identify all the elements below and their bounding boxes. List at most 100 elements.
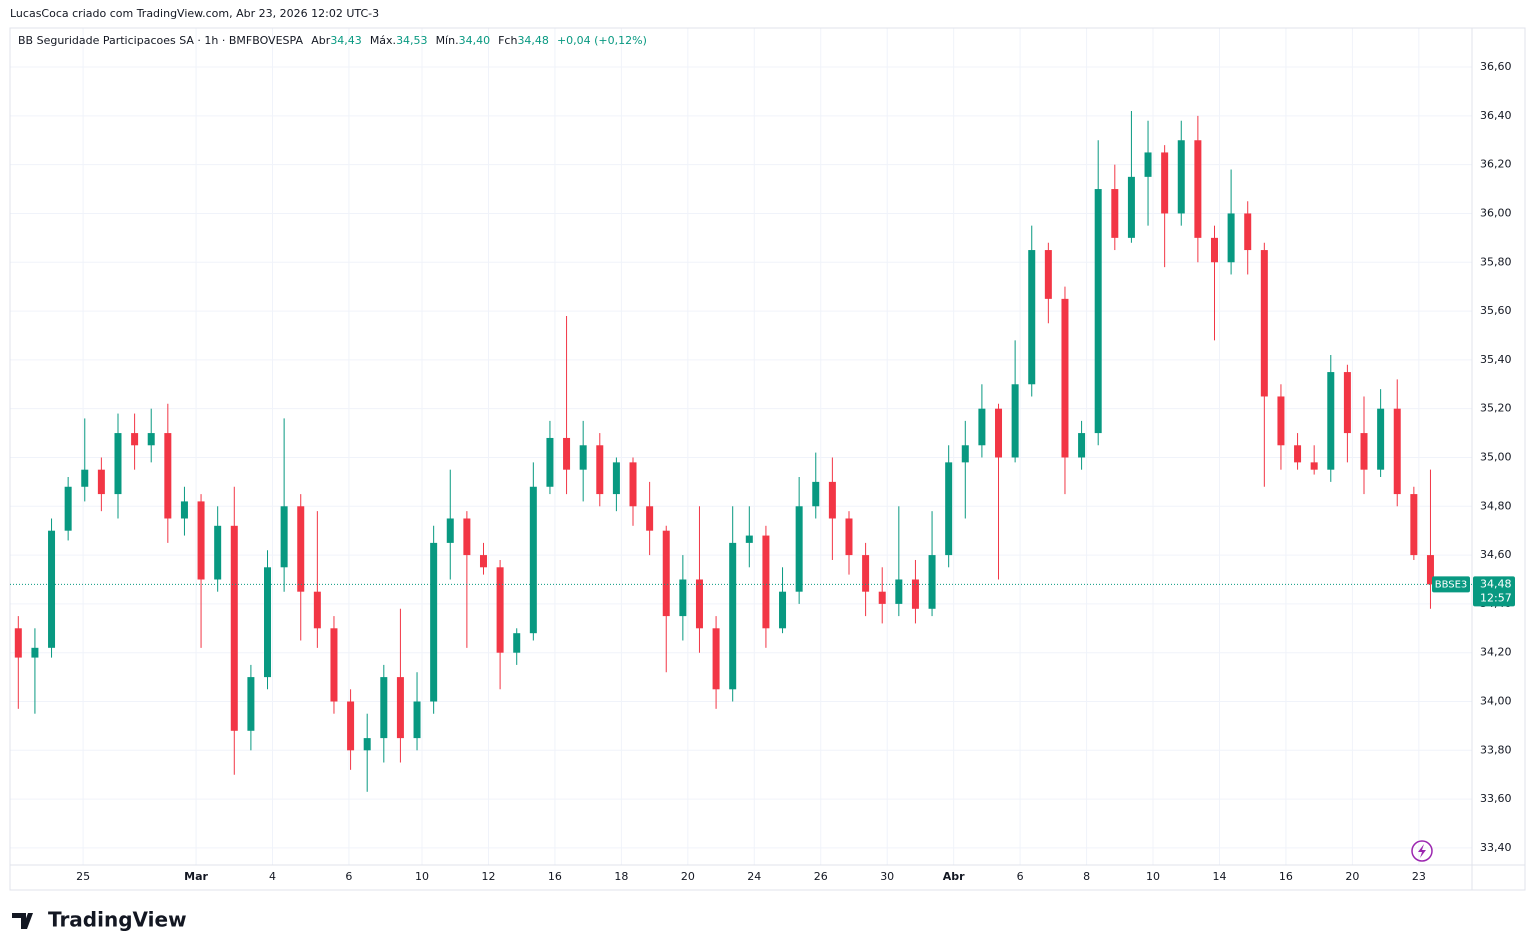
close-label: Fch [498,34,517,47]
candle-body [1377,408,1385,470]
candle-body [197,501,205,580]
candle-body [1161,152,1169,214]
candle-body [612,462,620,495]
candle-body [1061,298,1069,458]
candle-body [579,445,587,470]
candle-body [14,628,22,658]
low-label: Mín. [436,34,459,47]
y-tick-label: 34,60 [1480,548,1512,561]
open: 34,43 [330,34,362,47]
candle-body [164,433,172,519]
candle-body [911,579,919,609]
x-tick-label: Abr [943,870,965,883]
candle-body [147,433,155,446]
candle-body [779,591,787,629]
candle-body [330,628,338,702]
y-tick-label: 33,60 [1480,792,1512,805]
candle-body [1044,250,1052,299]
x-tick-label: 18 [614,870,628,883]
candle-body [264,567,272,678]
candle-body [646,506,654,531]
high: 34,53 [396,34,428,47]
low: 34,40 [459,34,491,47]
candle-body [1094,189,1102,434]
candle-body [712,628,720,690]
y-tick-label: 33,80 [1480,743,1512,756]
candle-body [1343,372,1351,434]
logo: TradingView [12,908,187,932]
candle-body [1244,213,1252,251]
y-tick-label: 35,80 [1480,255,1512,268]
price-badge [1473,576,1515,607]
candle-body [1028,250,1036,385]
candle-body [629,462,637,507]
credit: LucasCoca criado com TradingView.com, Ab… [10,7,379,20]
candle-body [1210,237,1218,263]
candle-body [48,530,56,648]
x-tick-label: 26 [814,870,828,883]
candle-body [1327,372,1335,470]
x-tick-label: 12 [481,870,495,883]
y-tick-label: 36,60 [1480,60,1512,73]
candle-body [1360,433,1368,470]
lightning-icon[interactable] [1411,840,1433,862]
x-tick-label: 4 [269,870,276,883]
candle-body [729,542,737,690]
candle-body [1177,140,1185,214]
candle-body [945,462,953,556]
candle-body [31,647,39,658]
candle-body [928,555,936,609]
y-tick-label: 35,40 [1480,353,1512,366]
candle-body [81,469,89,487]
candle-body [679,579,687,617]
candle-body [596,445,604,495]
candle-body [347,701,355,751]
candle-body [845,518,853,556]
open-label: Abr [311,34,331,47]
candle-body [1277,396,1285,446]
candle-body [795,506,803,592]
y-tick-label: 36,00 [1480,206,1512,219]
candle-body [396,677,404,739]
candle-body [297,506,305,592]
grid [10,28,1472,865]
candle-body [214,525,222,580]
candle-body [1393,408,1401,495]
x-tick-label: 24 [747,870,761,883]
legend-text: BB Seguridade Participacoes SA · 1h · BM… [18,34,647,47]
ticker: BBSE3 [1435,579,1468,590]
y-tick-label: 35,60 [1480,304,1512,317]
x-tick-label: 14 [1212,870,1226,883]
price-label: 34,48 [1480,577,1512,590]
candle-body [812,481,820,507]
candle-body [280,506,288,568]
candle-body [247,677,255,731]
candle-body [745,535,753,543]
high-label: Máx. [370,34,396,47]
ticker-badge [1432,576,1470,593]
x-tick-label: 16 [548,870,562,883]
x-tick-label: Mar [184,870,208,883]
y-tick-label: 36,20 [1480,158,1512,171]
candle-body [380,677,388,739]
candle-body [1127,176,1135,238]
candle-body [230,525,238,731]
candle-body [1227,213,1235,263]
y-tick-label: 35,00 [1480,450,1512,463]
x-tick-label: 10 [1146,870,1160,883]
candle-body [1144,152,1152,177]
candle-body [961,445,969,463]
legend: BB Seguridade Participacoes SA · 1h · BM… [18,34,647,47]
candle-body [895,579,903,604]
candle-body [513,633,521,653]
y-tick-label: 34,00 [1480,695,1512,708]
countdown: 12:57 [1480,591,1512,604]
candle-body [995,408,1003,458]
candle-body [131,433,139,446]
y-tick-label: 33,40 [1480,841,1512,854]
candle-body [878,591,886,604]
candle-body [479,555,487,568]
candle-body [446,518,454,543]
change: +0,04 (+0,12%) [557,34,647,47]
